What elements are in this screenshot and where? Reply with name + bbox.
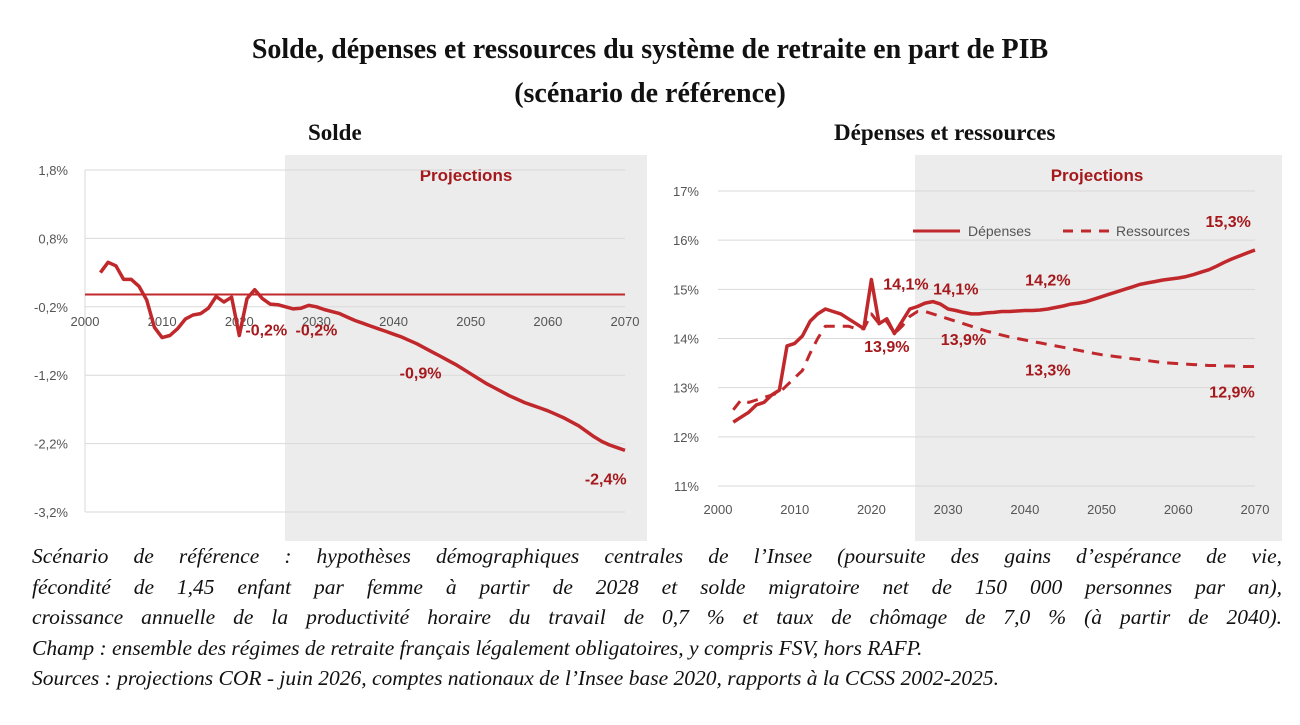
data-label: 13,9% bbox=[941, 332, 986, 349]
caption-line: Champ : ensemble des régimes de retraite… bbox=[32, 635, 923, 660]
data-label: -0,9% bbox=[400, 366, 442, 383]
y-tick-label: 12% bbox=[673, 430, 699, 445]
figure-caption: Scénario de référence : hypothèses démog… bbox=[32, 541, 1282, 694]
y-tick-label: 15% bbox=[673, 282, 699, 297]
figure-title-line-2: (scénario de référence) bbox=[514, 78, 786, 109]
y-tick-label: 13% bbox=[673, 381, 699, 396]
x-tick-label: 2010 bbox=[780, 502, 809, 517]
projection-area bbox=[285, 155, 647, 541]
data-label: 12,9% bbox=[1209, 385, 1254, 402]
caption-line: croissance annuelle de la productivité h… bbox=[32, 605, 1282, 629]
x-tick-label: 2050 bbox=[1087, 502, 1116, 517]
caption-line: Scénario de référence : hypothèses démog… bbox=[32, 544, 1282, 568]
x-tick-label: 2030 bbox=[302, 314, 331, 329]
caption-line: fécondité de 1,45 enfant par femme à par… bbox=[32, 574, 1282, 599]
y-tick-label: 16% bbox=[673, 233, 699, 248]
data-label: 13,3% bbox=[1025, 362, 1070, 379]
data-label: -2,4% bbox=[585, 472, 627, 489]
x-tick-label: 2060 bbox=[1164, 502, 1193, 517]
x-tick-label: 2060 bbox=[533, 314, 562, 329]
y-tick-label: 1,8% bbox=[38, 163, 68, 178]
y-tick-label: 17% bbox=[673, 184, 699, 199]
data-label: -0,2% bbox=[245, 323, 287, 340]
caption-line: Sources : projections COR - juin 2026, c… bbox=[32, 666, 1000, 690]
x-tick-label: 2020 bbox=[857, 502, 886, 517]
x-tick-label: 2070 bbox=[1241, 502, 1270, 517]
y-tick-label: 11% bbox=[674, 479, 699, 494]
y-tick-label: -3,2% bbox=[34, 505, 68, 520]
projection-label: Projections bbox=[420, 166, 513, 185]
legend-depenses-label: Dépenses bbox=[968, 223, 1031, 239]
data-label: 14,1% bbox=[933, 281, 978, 298]
x-tick-label: 2070 bbox=[611, 314, 640, 329]
data-label: 15,3% bbox=[1205, 214, 1250, 231]
right-chart-title: Dépenses et ressources bbox=[834, 120, 1056, 145]
x-tick-label: 2050 bbox=[456, 314, 485, 329]
x-tick-label: 2040 bbox=[1010, 502, 1039, 517]
ressources-series-line bbox=[732, 310, 1255, 411]
x-tick-label: 2000 bbox=[704, 502, 733, 517]
data-label: -0,2% bbox=[296, 323, 338, 340]
left-chart-title: Solde bbox=[308, 120, 362, 145]
y-tick-label: 0,8% bbox=[38, 231, 68, 246]
data-label: 13,9% bbox=[864, 339, 909, 356]
y-tick-label: 14% bbox=[673, 332, 699, 347]
x-tick-label: 2000 bbox=[71, 314, 100, 329]
y-tick-label: -0,2% bbox=[34, 300, 68, 315]
solde-series-line bbox=[98, 260, 626, 453]
legend-ressources-label: Ressources bbox=[1116, 223, 1190, 239]
x-tick-label: 2020 bbox=[225, 314, 254, 329]
y-tick-label: -2,2% bbox=[34, 437, 68, 452]
y-tick-label: -1,2% bbox=[34, 368, 68, 383]
depenses-ressources-chart: Projections 17% 16% 15% 14% 13% 12% 11% 2000 2010… bbox=[673, 155, 1282, 541]
x-tick-label: 2040 bbox=[379, 314, 408, 329]
depenses-series-line bbox=[732, 248, 1256, 424]
solde-chart: Projections 1,8% 0,8% -0,2% -1,2% -2,2% -3,2% 2… bbox=[34, 155, 647, 541]
data-label: 14,2% bbox=[1025, 272, 1070, 289]
data-label: 14,1% bbox=[883, 276, 928, 293]
projection-area bbox=[915, 155, 1282, 541]
x-tick-label: 2030 bbox=[934, 502, 963, 517]
figure-title-line-1: Solde, dépenses et ressources du système… bbox=[251, 34, 1049, 65]
projection-label: Projections bbox=[1051, 166, 1144, 185]
